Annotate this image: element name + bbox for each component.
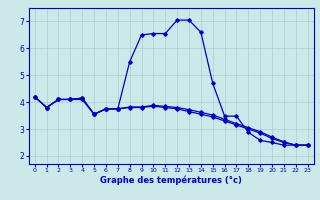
- X-axis label: Graphe des températures (°c): Graphe des températures (°c): [100, 176, 242, 185]
